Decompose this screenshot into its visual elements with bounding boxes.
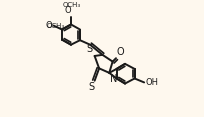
Text: OH: OH <box>144 78 157 87</box>
Text: OCH₃: OCH₃ <box>46 23 64 29</box>
Text: N: N <box>110 74 117 84</box>
Text: O: O <box>45 21 52 30</box>
Text: S: S <box>86 44 92 54</box>
Text: OCH₃: OCH₃ <box>62 2 80 8</box>
Text: O: O <box>116 47 124 57</box>
Text: O: O <box>64 6 70 15</box>
Text: S: S <box>88 82 94 92</box>
